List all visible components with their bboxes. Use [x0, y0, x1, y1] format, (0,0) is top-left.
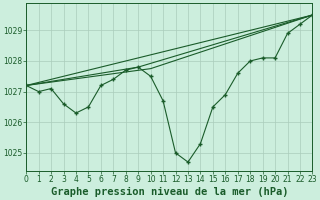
X-axis label: Graphe pression niveau de la mer (hPa): Graphe pression niveau de la mer (hPa) [51, 187, 288, 197]
